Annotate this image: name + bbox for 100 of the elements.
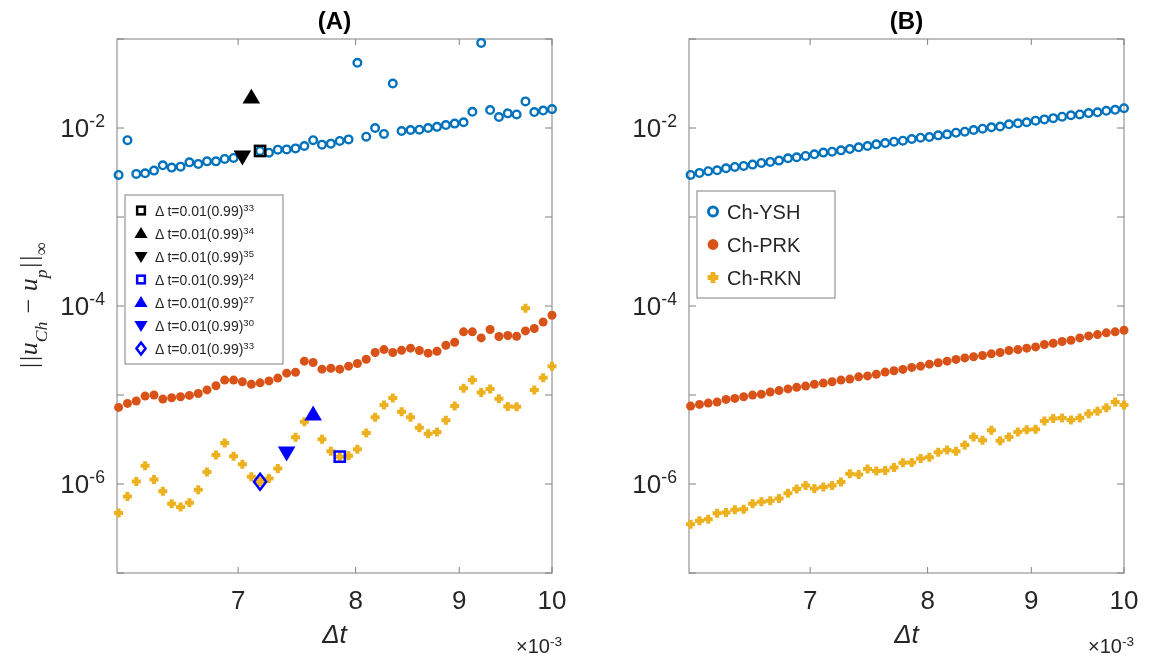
point (281, 144, 292, 155)
point (889, 463, 899, 473)
point (916, 454, 926, 464)
point (547, 104, 557, 115)
point (845, 469, 855, 479)
point (361, 131, 372, 142)
point (880, 367, 890, 377)
point (792, 484, 802, 494)
point (228, 152, 239, 163)
point (547, 310, 557, 320)
legend-label: Δ t=0.01(0.99)$^{24}$ (155, 270, 255, 288)
point (1092, 330, 1102, 340)
point (916, 361, 926, 371)
point (783, 488, 793, 498)
point (361, 428, 371, 438)
point (1048, 338, 1058, 348)
point (1101, 403, 1111, 413)
point (308, 357, 318, 367)
point (405, 124, 416, 135)
point (924, 359, 934, 369)
point (791, 152, 802, 163)
point (334, 135, 345, 146)
point (485, 384, 495, 394)
point (397, 345, 407, 355)
point (774, 155, 785, 166)
point (783, 384, 793, 394)
point (255, 378, 265, 388)
point (1084, 331, 1094, 341)
point (844, 143, 855, 154)
point (871, 139, 882, 150)
point (730, 505, 740, 515)
point (450, 401, 460, 411)
point (703, 514, 713, 524)
point (730, 393, 740, 403)
point (485, 325, 495, 335)
point (694, 516, 704, 526)
point (756, 157, 767, 168)
point (432, 121, 442, 132)
point (942, 356, 952, 366)
point (968, 125, 979, 136)
point (520, 303, 530, 313)
point (942, 445, 952, 455)
point (739, 392, 749, 402)
point (211, 450, 221, 460)
point (1101, 328, 1111, 338)
point (1119, 400, 1129, 410)
point (432, 427, 442, 437)
point (800, 150, 811, 161)
point (1074, 109, 1085, 120)
point (387, 78, 398, 89)
point (396, 126, 407, 137)
point (1092, 107, 1103, 118)
legend-label: Ch-RKN (727, 266, 802, 289)
point (520, 96, 531, 107)
legend-label: Δ t=0.01(0.99)$^{35}$ (155, 247, 254, 265)
point (933, 358, 943, 368)
point (836, 477, 846, 487)
point (220, 438, 230, 448)
point (933, 447, 943, 457)
point (907, 458, 917, 468)
point (1031, 424, 1041, 434)
point (414, 124, 425, 135)
point (694, 399, 704, 409)
point (951, 446, 961, 456)
point (291, 367, 301, 377)
point (995, 348, 1005, 358)
point (114, 508, 124, 518)
point (122, 398, 132, 408)
point (167, 499, 177, 509)
point (140, 391, 150, 401)
point (765, 387, 775, 397)
point (502, 108, 513, 119)
point (512, 402, 522, 412)
text: ×10$^{-3}$ (515, 633, 562, 657)
point (686, 519, 696, 529)
x-tick-label: 8 (348, 585, 363, 615)
point (317, 364, 327, 374)
point (246, 472, 256, 482)
point (440, 120, 451, 131)
point (1084, 409, 1094, 419)
point (748, 499, 758, 509)
point (845, 374, 855, 384)
point (441, 415, 451, 425)
point (414, 423, 424, 433)
point (273, 373, 283, 383)
chart-title: (B) (889, 7, 924, 34)
point (220, 375, 230, 385)
point (352, 57, 363, 68)
point (818, 147, 829, 158)
point (1022, 425, 1032, 435)
point (969, 432, 979, 442)
point (897, 135, 908, 146)
text: ×10$^{-3}$ (1087, 633, 1134, 657)
point (880, 465, 890, 475)
point (423, 429, 433, 439)
point (361, 354, 371, 364)
point (977, 123, 988, 134)
x-tick-label: 8 (920, 585, 935, 615)
point (158, 486, 168, 496)
point (995, 436, 1005, 446)
